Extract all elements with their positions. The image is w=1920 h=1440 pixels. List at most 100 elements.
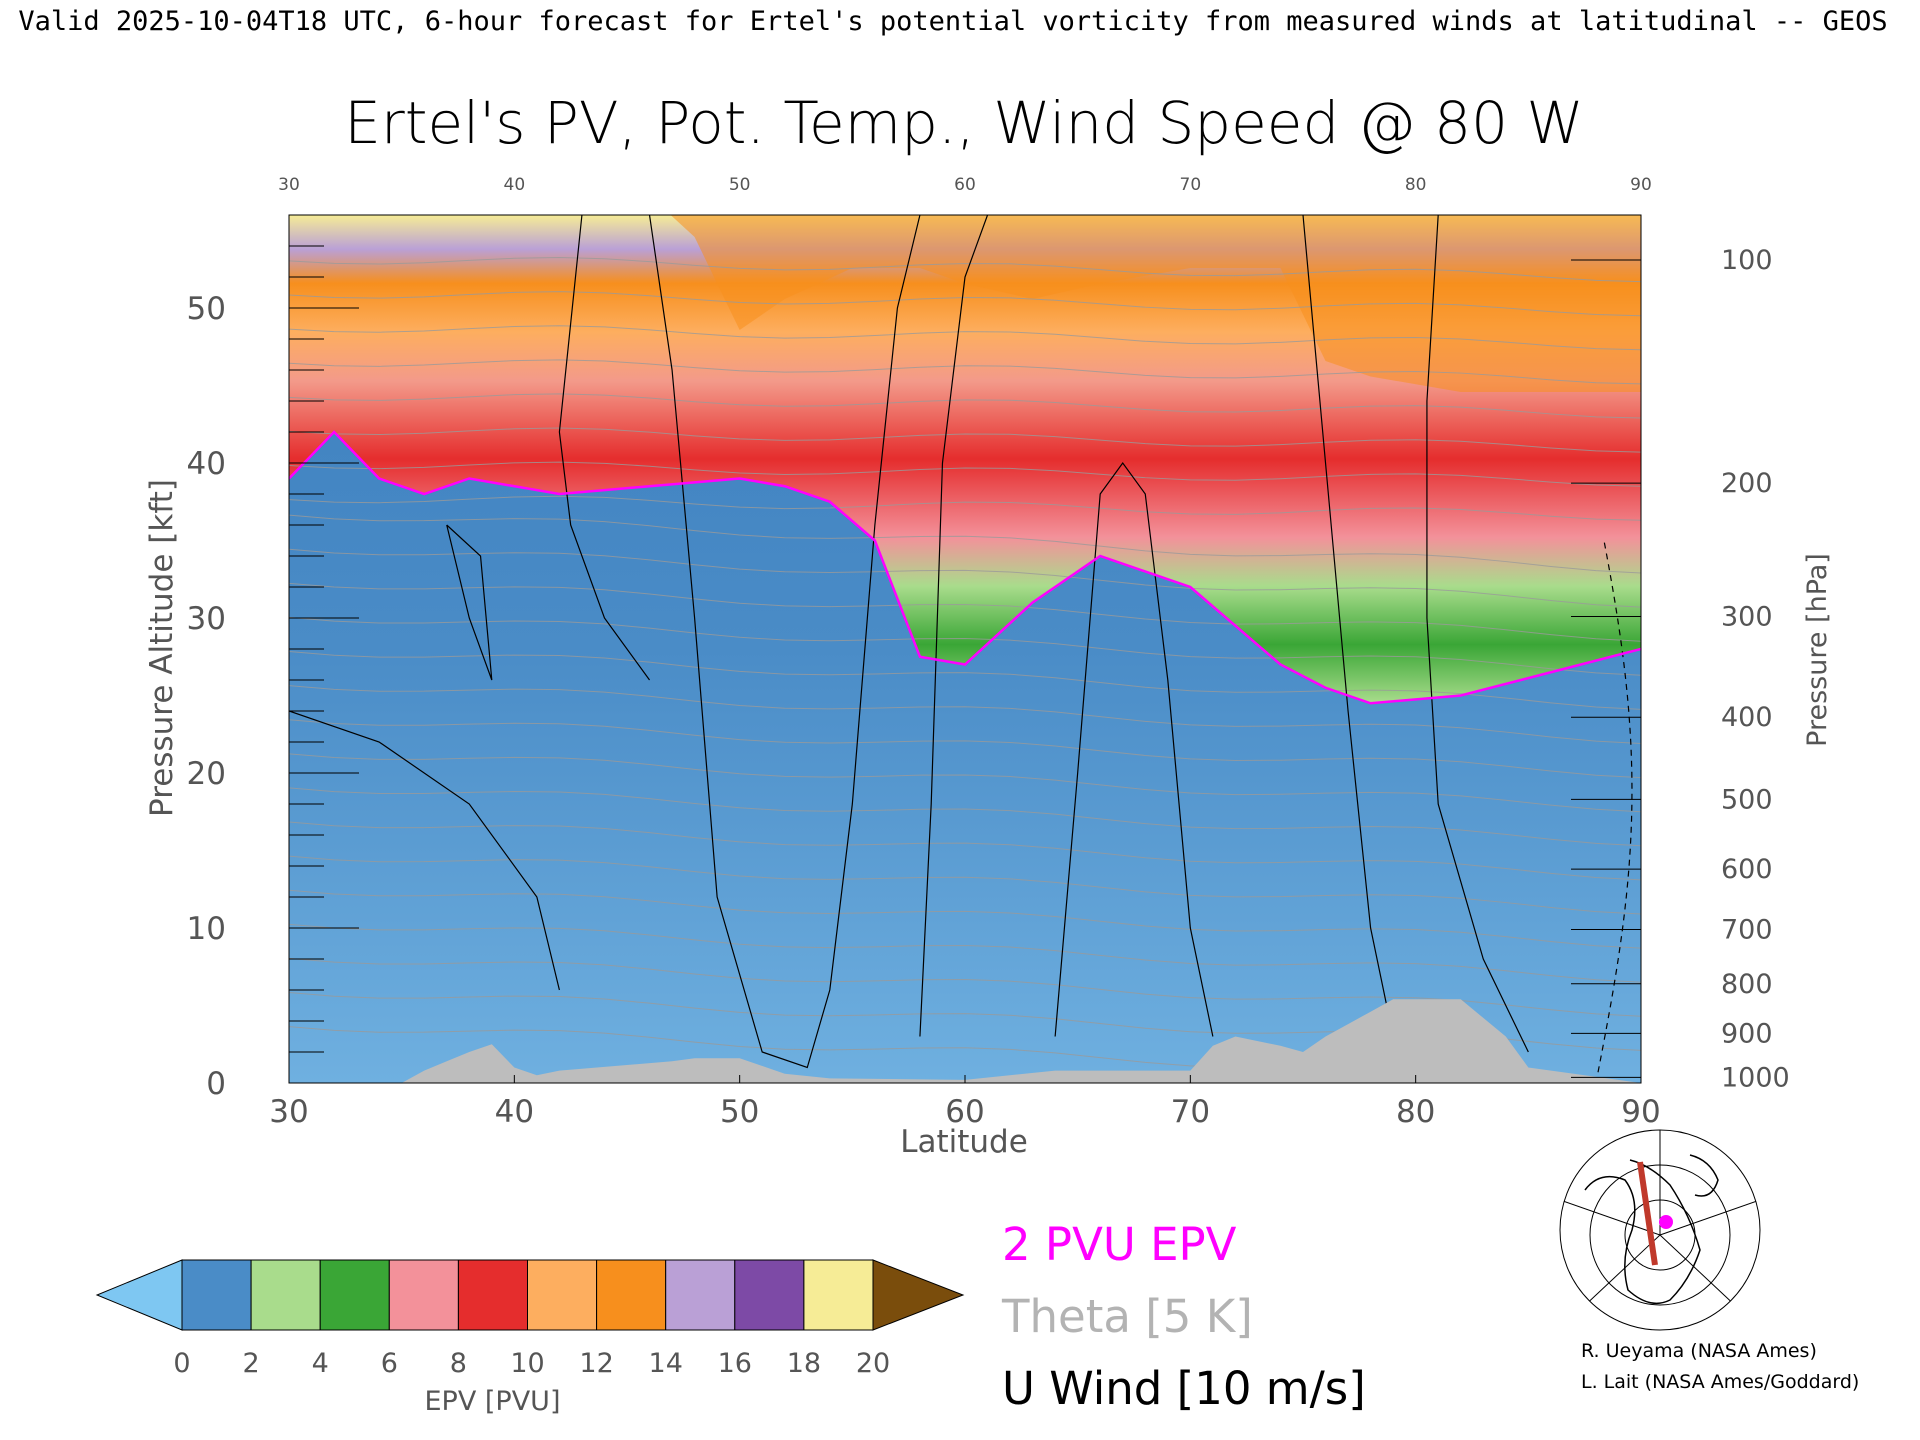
u-wind-contour-line [1054,461,1214,1037]
colorbar-tick-label: 16 [718,1348,752,1379]
theta-contour-line [289,257,1641,283]
x-tick-label: 60 [945,1094,984,1130]
colorbar-tick-label: 18 [787,1348,821,1379]
x-axis-bottom: 30 40 50 60 70 80 90 [269,1075,1661,1130]
u-wind-contour-line [558,215,651,681]
theta-contour-line [289,291,1641,317]
theta-contour-line [289,719,1641,779]
theta-contour-line [289,753,1641,813]
colorbar-tick-label: 0 [173,1348,190,1379]
colorbar-tick-label: 10 [510,1348,544,1379]
credit-line-1: R. Ueyama (NASA Ames) [1581,1340,1817,1362]
y-tick-label: 30 [187,601,226,637]
u-wind-contour-line [1426,215,1529,1053]
chart-title: Ertel's PV, Pot. Temp., Wind Speed @ 80 … [344,89,1584,157]
x-tick-label: 50 [720,1094,759,1130]
theta-contour-line [289,923,1641,983]
x-tick-label: 80 [1396,1094,1435,1130]
theta-contour-line [289,325,1641,351]
colorbar-under-arrow [95,1259,183,1331]
colorbar-segment [527,1259,598,1331]
theta-contour-line [289,548,1641,608]
colorbar-segment [734,1259,805,1331]
theta-contour-line [289,359,1641,385]
topography [289,999,1641,1083]
y-tick-label: 40 [187,446,226,482]
u-wind-contour-line [289,710,560,991]
u-wind-contour-line [446,524,493,681]
x-tick-label-top: 50 [729,175,751,195]
pressure-tick-label: 900 [1721,1018,1773,1049]
y-axis-left: 0 10 20 30 40 50 [187,245,359,1102]
colorbar-label: EPV [PVU] [425,1386,561,1417]
x-tick-label-top: 40 [504,175,526,195]
x-tick-label: 30 [269,1094,308,1130]
legend-item-uwind: U Wind [10 m/s] [1002,1362,1366,1415]
colorbar-tick-label: 6 [381,1348,398,1379]
y-axis-label-right: Pressure [hPa] [1802,553,1833,747]
colorbar-tick-label: 14 [649,1348,683,1379]
theta-contour-line [289,821,1641,881]
u-wind-contour-line [919,215,989,1037]
colorbar-tick-label: 20 [856,1348,890,1379]
plot-area: 30 40 50 60 70 80 90 30 40 50 60 70 80 90 0 10 20 30 40 5… [144,175,1833,1160]
pressure-tick-label: 100 [1721,245,1773,276]
x-tick-label: 70 [1171,1094,1210,1130]
theta-contour-line [289,957,1641,1017]
x-tick-label-top: 70 [1180,175,1202,195]
y-axis-label-left: Pressure Altitude [kft] [144,479,180,817]
pressure-tick-label: 1000 [1721,1062,1790,1093]
y-axis-right: 100 200 300 400 500 600 700 800 900 1000 [1571,245,1790,1093]
colorbar-segment [665,1259,736,1331]
upper-stratosphere-fill [289,215,1641,392]
colorbar-segment [457,1259,528,1331]
y-tick-label: 10 [187,911,226,947]
theta-contour-line [289,427,1641,453]
u-wind-contour-line [648,215,921,1069]
colorbar: 0 2 4 6 8 10 12 14 16 18 20 EPV [PVU] [95,1259,965,1417]
two-pvu-contour [289,430,1641,705]
colorbar-over-arrow [872,1259,965,1331]
theta-contour-line [289,393,1641,419]
colorbar-segment [596,1259,667,1331]
colorbar-segment [319,1259,390,1331]
y-tick-label: 50 [187,291,226,327]
legend-item-pv: 2 PVU EPV [1002,1218,1237,1271]
cross-section-track [1637,1161,1658,1266]
y-tick-label: 0 [206,1066,226,1102]
colorbar-tick-label: 2 [243,1348,260,1379]
theta-contours [289,257,1641,1083]
colorbar-segment [803,1259,874,1331]
u-wind-contours [289,215,1633,1083]
colorbar-tick-label: 8 [450,1348,467,1379]
u-wind-negative-contour [1595,540,1633,1083]
x-tick-label: 90 [1621,1094,1660,1130]
header-valid-line: Valid 2025-10-04T18 UTC, 6-hour forecast… [18,6,1887,37]
stratosphere-fill [289,215,1641,704]
credit-line-2: L. Lait (NASA Ames/Goddard) [1581,1371,1859,1393]
pressure-tick-label: 200 [1721,468,1773,499]
theta-contour-line [289,514,1641,574]
theta-contour-line [289,582,1641,642]
theta-contour-line [289,855,1641,915]
pressure-tick-label: 700 [1721,915,1773,946]
legend-item-theta: Theta [5 K] [1001,1290,1253,1343]
y-tick-label: 20 [187,756,226,792]
theta-contour-line [289,787,1641,847]
pressure-tick-label: 400 [1721,702,1773,733]
theta-contour-line [289,651,1641,710]
pressure-tick-label: 800 [1721,969,1773,1000]
theta-contour-line [289,461,1641,487]
colorbar-tick-label: 4 [312,1348,329,1379]
colorbar-segment [250,1259,321,1331]
x-tick-label-top: 90 [1630,175,1652,195]
locator-map [1559,1129,1761,1331]
x-axis-label: Latitude [900,1124,1028,1160]
legend: 2 PVU EPV Theta [5 K] U Wind [10 m/s] [1001,1218,1366,1415]
x-tick-label-top: 80 [1405,175,1427,195]
pressure-tick-label: 600 [1721,854,1773,885]
theta-contour-line [289,616,1641,676]
pressure-tick-label: 500 [1721,784,1773,815]
theta-contour-line [289,685,1641,744]
